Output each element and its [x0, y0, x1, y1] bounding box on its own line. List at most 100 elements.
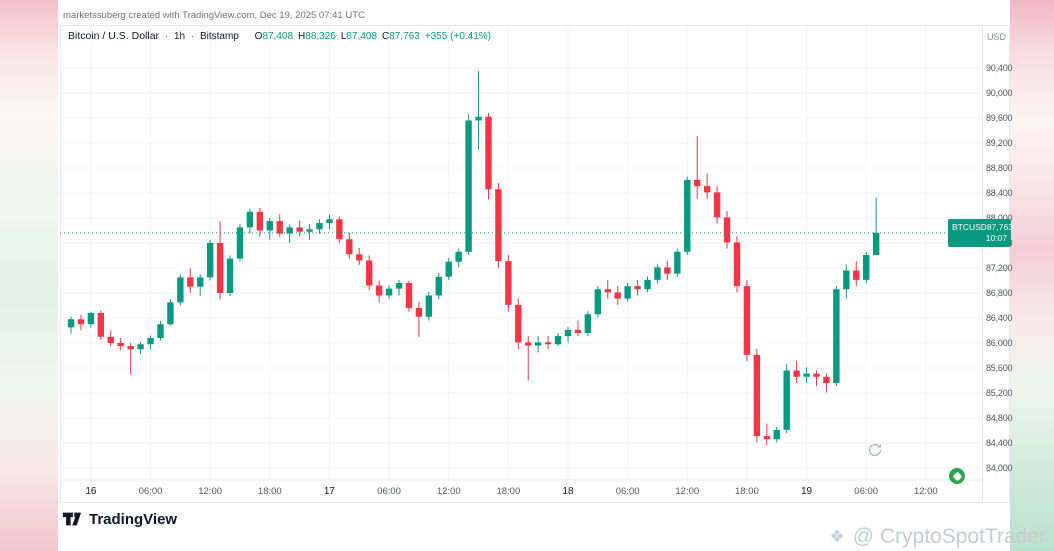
ohlc-values: O87,408 H88,326 L87,408 C87,763 +355 (+0.41%… [250, 31, 491, 42]
watermark: ❖ @ CryptoSpotTrader [829, 525, 1046, 549]
price-axis-label: 84,800 [986, 413, 1013, 423]
candle-body [286, 227, 293, 234]
candle-body [872, 232, 880, 255]
low-label: L [340, 31, 347, 42]
bitstamp-logo-icon [949, 468, 965, 484]
candle-body [803, 373, 810, 377]
candle-body [574, 329, 582, 333]
candle-body [256, 211, 264, 231]
candle-body [843, 270, 850, 290]
candle-body [455, 251, 462, 262]
candle-body [525, 342, 532, 346]
candle-body [475, 116, 482, 121]
candle-body [435, 276, 442, 296]
currency-label: USD [986, 32, 1006, 42]
interval-label: 1h [173, 31, 186, 42]
candle-body [654, 267, 661, 280]
candle-body [733, 242, 741, 287]
time-axis-label: 06:00 [377, 486, 401, 497]
candle-body [67, 319, 75, 328]
close-value: 87,763 [389, 31, 420, 42]
low-value: 87,408 [346, 31, 378, 42]
candle-body [793, 370, 800, 377]
candle-body [664, 267, 671, 274]
candlestick-chart[interactable]: 16 06:00 12:00 18:00 17 06:00 12:00 18:00 18 06:0… [60, 26, 982, 502]
candle-body [147, 338, 154, 345]
candle-body [236, 227, 244, 259]
replay-icon[interactable] [866, 441, 884, 459]
candle-body [485, 116, 492, 190]
right-gradient-decoration [1008, 0, 1054, 551]
candle-body [296, 227, 303, 232]
candle-body [763, 436, 770, 440]
tradingview-logo[interactable]: TradingView [62, 509, 177, 529]
candle-body [674, 251, 681, 274]
open-label: O [254, 31, 263, 42]
time-axis-label: 06:00 [616, 486, 640, 497]
candle-body [783, 370, 790, 430]
candle-body [276, 221, 283, 234]
price-axis-label: 89,200 [986, 138, 1013, 148]
candle-body [644, 279, 651, 290]
candle-body [743, 286, 751, 355]
candle-body [167, 302, 174, 325]
candle-body [306, 229, 313, 232]
badge-countdown: 10:07 [985, 232, 1007, 243]
candle-body [77, 319, 85, 325]
candle-body [336, 219, 343, 240]
candle-body [197, 277, 204, 287]
diamond-icon: ❖ [829, 527, 845, 546]
time-axis-label: 12:00 [437, 486, 461, 497]
candle-body [226, 258, 234, 293]
candle-body [127, 346, 134, 350]
candle-body [614, 292, 621, 299]
price-axis-label: 86,800 [986, 288, 1013, 298]
candle-body [107, 336, 114, 343]
candle-body [713, 192, 721, 218]
time-axis-label: 18:00 [735, 486, 759, 497]
price-axis-label: 89,600 [986, 113, 1013, 123]
candle-body [346, 239, 353, 255]
time-axis-label: 18:00 [496, 486, 520, 497]
price-axis[interactable]: USD 90,400 90,000 89,600 89,200 88,800 88,400… [982, 26, 1013, 502]
candle-body [863, 255, 870, 280]
candle-body [753, 354, 761, 437]
candle-body [534, 342, 542, 346]
candle-body [564, 329, 572, 337]
chart-legend: Bitcoin / U.S. Dollar · 1h · Bitstamp O8… [68, 30, 491, 42]
tradingview-logo-text: TradingView [89, 510, 178, 528]
watermark-text: @ CryptoSpotTrader [852, 525, 1046, 548]
candle-body [594, 289, 602, 315]
last-price-badge: BTCUSD 87,763 10:07 [948, 218, 1013, 247]
candle-body [833, 289, 840, 383]
snapshot-attribution: marketssuberg created with TradingView.c… [63, 10, 365, 21]
time-axis-label: 12:00 [198, 486, 222, 497]
high-value: 88,326 [305, 31, 336, 42]
high-label: H [298, 31, 306, 42]
candle-body [356, 254, 363, 261]
candle-body [684, 179, 691, 252]
candle-body [246, 211, 254, 228]
separator: · [190, 31, 195, 42]
candle-body [157, 324, 164, 338]
time-axis-label: 06:00 [854, 486, 878, 497]
candle-body [385, 288, 393, 296]
badge-price: 87,763 [986, 221, 1013, 232]
candle-body [604, 289, 611, 293]
candle-body [395, 283, 403, 289]
candle-body [813, 373, 820, 377]
time-axis-label: 19 [801, 486, 813, 497]
candle-body [405, 283, 413, 308]
candle-body [703, 186, 711, 193]
open-value: 87,408 [262, 31, 294, 42]
candle-body [445, 261, 452, 277]
candle-body [773, 429, 780, 440]
price-axis-label: 88,000 [986, 213, 1013, 223]
candle-body [366, 260, 373, 286]
price-axis-label: 84,400 [986, 438, 1013, 448]
candle-body [425, 295, 433, 317]
price-axis-label: 90,400 [986, 63, 1013, 73]
time-axis-label: 18:00 [258, 486, 282, 497]
time-axis-label: 17 [324, 486, 336, 497]
